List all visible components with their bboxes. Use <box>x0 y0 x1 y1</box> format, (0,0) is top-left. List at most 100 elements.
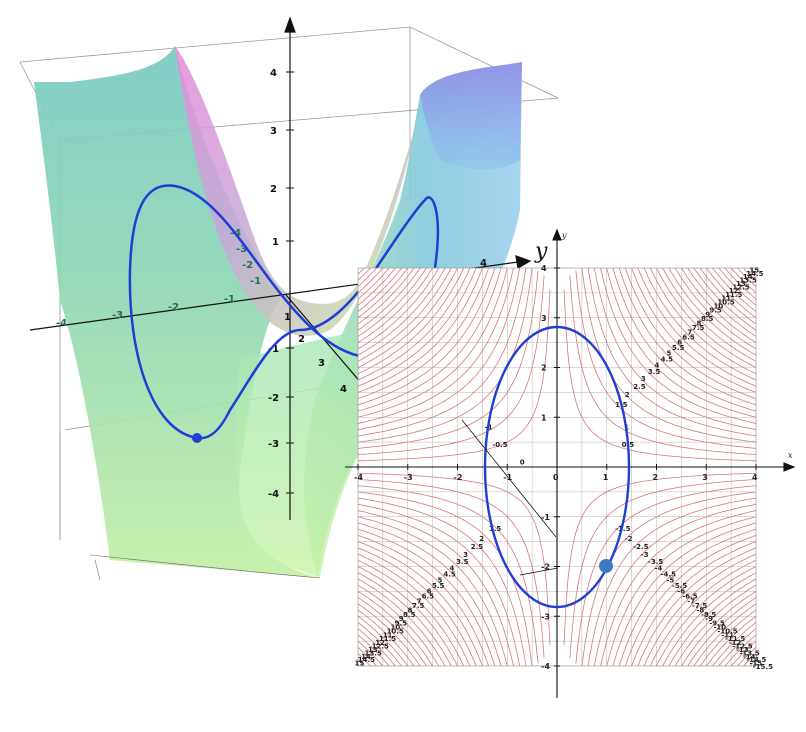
z-ticks: 4 3 2 1 -1 -2 -3 -4 <box>268 68 294 500</box>
contour-line <box>358 268 527 437</box>
contour-line <box>358 268 521 431</box>
contour-label: -5.5 <box>672 582 687 590</box>
contour-line <box>358 268 452 362</box>
y-tick: -3 <box>112 310 123 321</box>
contour-label: 8.5 <box>701 315 714 323</box>
contour-label: 9.5 <box>709 307 722 315</box>
contour-line <box>749 659 756 666</box>
contour-label: 4.5 <box>661 355 674 363</box>
contour-label: 4 <box>450 564 455 572</box>
contour-line <box>649 559 756 666</box>
x-tick: 1 <box>284 312 291 323</box>
contour-line <box>631 541 756 666</box>
contour-line <box>730 640 756 666</box>
contour-line <box>358 485 539 664</box>
contour-line <box>358 268 371 282</box>
contour-line <box>600 268 756 424</box>
contour-line <box>358 268 489 400</box>
contour-plot: x y -4-3-2-1012344321-1-2-3-4 1.51.5222.… <box>345 228 796 698</box>
contour-line <box>358 268 434 344</box>
contour-label: -9.5 <box>709 619 724 627</box>
contour-line <box>358 590 434 666</box>
contour-label: 4 <box>654 362 659 370</box>
y-tick: -2 <box>168 302 179 313</box>
back-tick: -2 <box>242 260 253 271</box>
contour-x-tick: -3 <box>404 473 413 482</box>
z-tick: -3 <box>268 439 279 450</box>
contour-line <box>637 547 756 666</box>
contour-label: 5 <box>666 350 671 358</box>
contour-label: -0.5 <box>492 441 507 449</box>
contour-line <box>668 578 756 666</box>
contour-label: -9 <box>705 615 713 623</box>
contour-line <box>618 268 756 406</box>
contour-line <box>358 597 427 666</box>
contour-label: 9.5 <box>395 619 408 627</box>
x-tick: 3 <box>318 358 325 369</box>
contour-label: 5 <box>438 576 443 584</box>
contour-line <box>625 268 756 400</box>
contour-label: 6 <box>677 339 682 347</box>
contour-label: 1.5 <box>489 525 502 533</box>
contour-label: 4.5 <box>443 571 456 579</box>
contour-line <box>358 541 483 666</box>
contour-line <box>606 268 756 418</box>
contour-line <box>674 584 756 666</box>
z-tick: 2 <box>270 184 277 195</box>
contour-line <box>358 510 514 666</box>
contour-line <box>662 572 756 666</box>
contour-label: 3.5 <box>648 368 661 376</box>
contour-line <box>358 268 465 375</box>
contour-label: -7 <box>687 597 695 605</box>
contour-label: 11 <box>383 631 393 639</box>
contour-label: 13.5 <box>365 649 382 657</box>
contour-label: 7.5 <box>412 602 425 610</box>
contour-label: -3.5 <box>648 558 663 566</box>
y-tick: 4 <box>480 258 487 269</box>
contour-line <box>674 268 756 350</box>
contour-line <box>358 268 502 412</box>
contour-x-label: x <box>788 451 793 460</box>
contour-y-tick: -2 <box>541 563 550 572</box>
contour-point <box>599 559 613 573</box>
contour-line <box>563 472 756 645</box>
contour-label: 11.5 <box>379 635 396 643</box>
contour-label: 5.5 <box>432 582 445 590</box>
contour-label: -8 <box>697 607 705 615</box>
contour-line <box>724 268 756 300</box>
contour-line <box>358 621 403 666</box>
contour-label: -3 <box>641 551 649 559</box>
contour-label: 2 <box>625 391 630 399</box>
contour-label: -10 <box>713 623 726 631</box>
contour-label: 2.5 <box>633 383 646 391</box>
contour-line <box>358 572 452 666</box>
contour-line <box>358 268 440 350</box>
contour-line <box>358 584 440 666</box>
contour-line <box>743 652 756 666</box>
contour-line <box>736 268 756 288</box>
contour-line <box>711 268 756 313</box>
contour-line <box>718 628 756 666</box>
contour-x-tick: 0 <box>553 473 559 482</box>
contour-label: 15 <box>750 266 760 274</box>
contour-line <box>358 268 458 368</box>
contour-line <box>680 268 756 344</box>
contour-y-tick: -1 <box>541 513 550 522</box>
y-tick: -4 <box>56 318 67 329</box>
contour-line <box>358 268 365 275</box>
contour-line <box>358 535 489 666</box>
contour-x-tick: -2 <box>454 473 463 482</box>
contour-line <box>724 634 756 666</box>
contour-line <box>358 268 496 406</box>
contour-line <box>612 522 756 666</box>
contour-line <box>699 268 756 325</box>
contour-label: 6.5 <box>682 334 695 342</box>
contour-label: 2.5 <box>471 543 484 551</box>
contour-line <box>358 472 551 645</box>
contour-label: 14.5 <box>746 270 763 278</box>
contour-x-tick: 4 <box>752 473 758 482</box>
contour-line <box>643 268 756 381</box>
contour-label: -12.5 <box>732 642 752 650</box>
contour-line <box>358 268 514 424</box>
contour-line <box>358 268 403 313</box>
